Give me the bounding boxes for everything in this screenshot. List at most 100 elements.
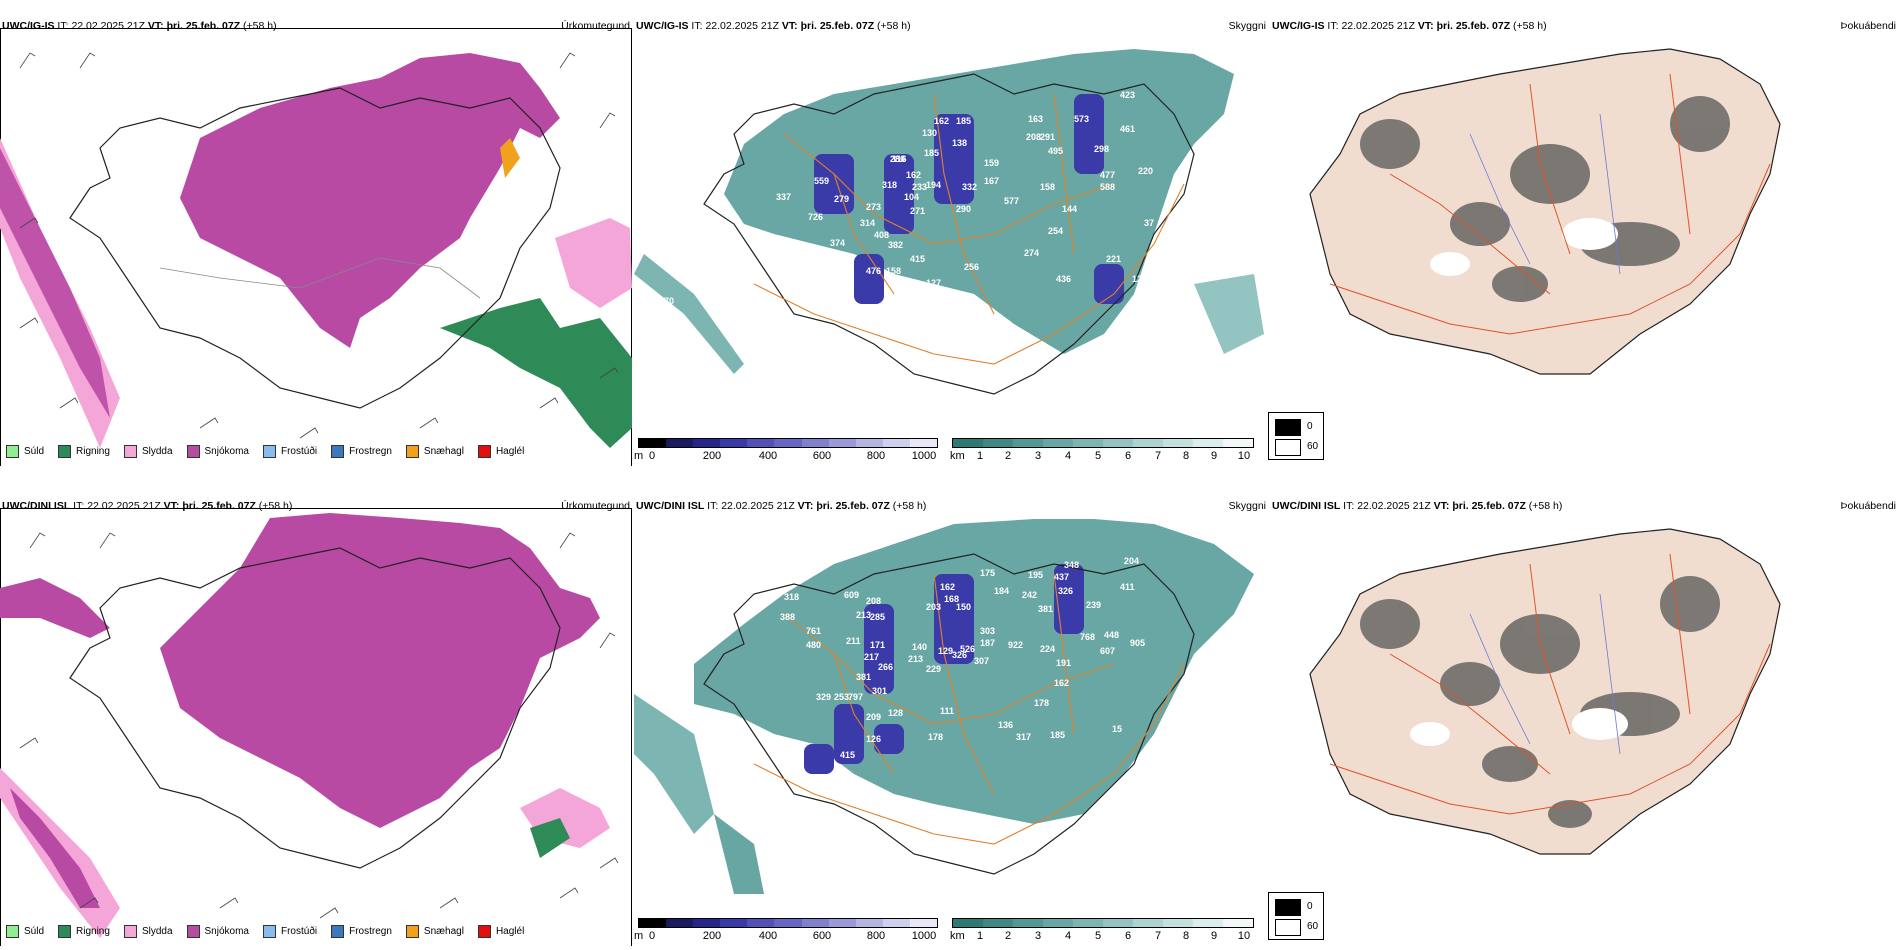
- cloud-base-number: 242: [1022, 590, 1037, 600]
- cloud-base-tick: 600: [812, 450, 832, 462]
- fog-index-key: 0 60: [1268, 892, 1324, 940]
- cloud-base-number: 104: [904, 192, 919, 202]
- cloud-base-number: 185: [956, 116, 971, 126]
- cloud-base-number: 185: [924, 148, 939, 158]
- cloud-base-number: 279: [834, 194, 849, 204]
- visibility-tick: 7: [1154, 450, 1162, 462]
- visibility-colorbar: km 1 2 3 4 5 6 7 8 9 10: [950, 438, 1254, 464]
- cloud-base-number: 209: [866, 712, 881, 722]
- coastline: [69, 547, 561, 869]
- cloud-base-number: 158: [886, 266, 901, 276]
- legend-item-slydda: Slydda: [123, 925, 173, 938]
- cloud-base-number: 448: [1104, 630, 1119, 640]
- legend-item-frostregn: Frostregn: [331, 445, 392, 458]
- cloud-base-number: 191: [664, 706, 679, 716]
- cloud-base-number: 256: [964, 262, 979, 272]
- precip-legend: Súld Rigning Slydda Snjókoma Frostúði Fr…: [6, 445, 524, 458]
- cloud-base-number: 307: [974, 656, 989, 666]
- fog-index-light-areas: [1430, 218, 1618, 276]
- cloud-base-number: 337: [776, 192, 791, 202]
- legend-swatch: [6, 925, 19, 938]
- legend-swatch: [405, 445, 419, 458]
- cloud-base-number: 266: [878, 662, 893, 672]
- roads: [753, 573, 1185, 845]
- legend-swatch: [123, 925, 137, 938]
- panel-title: UWC/IG-IS IT: 22.02.2025 21Z VT: þri. 25…: [2, 20, 277, 32]
- cloud-base-tick: 800: [866, 450, 886, 462]
- cloud-base-number: 37: [1144, 218, 1154, 228]
- visibility-tick: 9: [1210, 450, 1218, 462]
- legend-swatch: [477, 445, 491, 458]
- visibility-tick: 5: [1094, 450, 1102, 462]
- cloud-base-number: 461: [1120, 124, 1135, 134]
- visibility-colorbar: km 1 2 3 4 5 6 7 8 9 10: [950, 918, 1254, 944]
- fog-index-key: 0 60: [1268, 412, 1324, 460]
- cloud-base-number: 477: [1100, 170, 1115, 180]
- legend-swatch: [331, 925, 345, 938]
- precip-panel-row1: UWC/IG-IS IT: 22.02.2025 21Z VT: þri. 25…: [0, 14, 634, 466]
- visibility-tick: 7: [1154, 930, 1162, 942]
- cloud-base-number: 136: [998, 720, 1013, 730]
- cloud-base-number: 204: [1124, 556, 1139, 566]
- cloud-base-number: 162: [906, 170, 921, 180]
- cloud-base-tick: 800: [866, 930, 886, 942]
- cloud-base-tick: 600: [812, 930, 832, 942]
- visibility-tick: 6: [1124, 450, 1132, 462]
- low-visibility-streak: [634, 254, 744, 374]
- fog-key-dark-value: 0: [1307, 901, 1313, 912]
- cloud-base-number: 423: [1120, 90, 1135, 100]
- cloud-base-number: 922: [1008, 640, 1023, 650]
- cloud-base-number: 26: [946, 816, 956, 826]
- panel-label: Skyggni: [1228, 20, 1266, 32]
- legend-item-snjokoma: Snjókoma: [186, 925, 249, 938]
- visibility-tick: 3: [1034, 930, 1042, 942]
- cloud-base-number: 607: [1100, 646, 1115, 656]
- cloud-base-number: 168: [944, 594, 959, 604]
- cloud-base-number: 128: [1132, 274, 1147, 284]
- cloud-base-number: 526: [960, 644, 975, 654]
- legend-item-snaehagl: Snæhagl: [405, 925, 464, 938]
- legend-swatch: [123, 445, 137, 458]
- fog-map: [1309, 48, 1781, 375]
- coastline: [703, 553, 1195, 875]
- fog-key-dark-swatch: [1275, 419, 1301, 436]
- legend-swatch: [186, 445, 200, 458]
- cloud-base-unit: m: [634, 930, 644, 942]
- panel-label: Þokuábendi: [1840, 20, 1896, 32]
- legend-item-slydda: Slydda: [123, 445, 173, 458]
- cloud-base-number: 203: [784, 564, 799, 574]
- low-visibility-area: [724, 49, 1234, 354]
- cloud-base-number: 668: [668, 816, 683, 826]
- legend-item-frostudi: Frostúði: [262, 925, 317, 938]
- legend-item-snaehagl: Snæhagl: [405, 445, 464, 458]
- visibility-tick: 6: [1124, 930, 1132, 942]
- visibility-unit: km: [950, 450, 965, 462]
- cloud-base-number: 768: [1080, 632, 1095, 642]
- cloud-base-tick: 1000: [911, 450, 937, 462]
- low-visibility-area: [694, 519, 1254, 824]
- cloud-base-number: 577: [1004, 196, 1019, 206]
- cloud-base-number: 254: [1048, 226, 1063, 236]
- cloud-base-numbers: 162 185 130 138 116 185 162 159 163 208 …: [664, 90, 1154, 306]
- cloud-base-number: 187: [980, 638, 995, 648]
- cloud-base-number: 332: [962, 182, 977, 192]
- fog-key-light-value: 60: [1307, 441, 1319, 452]
- cloud-base-number: 314: [860, 218, 875, 228]
- fog-panel-row1: UWC/IG-IS IT: 22.02.2025 21Z VT: þri. 25…: [1270, 14, 1900, 466]
- land-mask: [1309, 48, 1781, 375]
- fog-map: [1309, 528, 1781, 855]
- cloud-base-number: 178: [1034, 698, 1049, 708]
- cloud-base-number: 271: [910, 206, 925, 216]
- cloud-base-number: 280: [890, 154, 905, 164]
- cloud-base-colorbar-gradient: [638, 438, 938, 448]
- cloud-base-number: 127: [926, 278, 941, 288]
- cloud-base-number: 130: [922, 128, 937, 138]
- cloud-base-number: 162: [934, 116, 949, 126]
- cloud-base-number: 140: [912, 642, 927, 652]
- cloud-base-number: 184: [994, 586, 1009, 596]
- legend-item-snjokoma: Snjókoma: [186, 445, 249, 458]
- graupel-area: [500, 138, 520, 178]
- legend-item-rigning: Rigning: [58, 445, 110, 458]
- land-mask: [1309, 528, 1781, 855]
- visibility-tick: 9: [1210, 930, 1218, 942]
